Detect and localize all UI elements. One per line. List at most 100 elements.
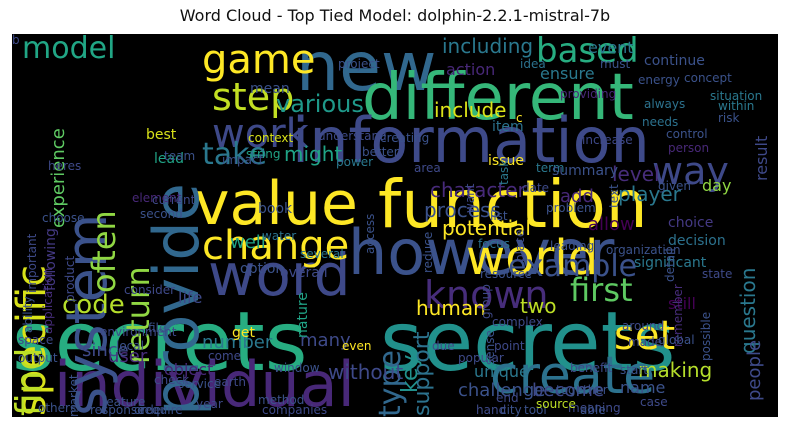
cloud-word-must: must: [600, 57, 631, 71]
cloud-word-significant: significant: [634, 255, 707, 271]
cloud-word-control: control: [666, 127, 708, 141]
cloud-word-action: action: [446, 60, 496, 79]
cloud-word-global: global: [658, 333, 695, 347]
cloud-word-first: first: [570, 271, 633, 309]
cloud-word-date: date: [522, 181, 550, 195]
cloud-word-step: step: [212, 75, 295, 119]
cloud-word-issue: issue: [488, 153, 524, 169]
cloud-word-meaning: meaning: [568, 401, 621, 415]
cloud-word-others: others: [38, 401, 77, 415]
cloud-word-event: event: [588, 38, 634, 57]
cloud-word-service: service: [178, 377, 221, 391]
cloud-word-always: always: [644, 97, 686, 111]
cloud-word-book: book: [258, 201, 293, 217]
cloud-word-risk: risk: [718, 111, 740, 125]
cloud-word-check: check: [154, 373, 190, 387]
cloud-word-without: without: [328, 360, 404, 384]
cloud-word-understand: understand: [318, 129, 387, 143]
cloud-word-power: power: [336, 155, 374, 169]
cloud-word-might: might: [284, 142, 343, 166]
cloud-word-value: value: [194, 169, 358, 239]
cloud-word-increase: increase: [582, 133, 633, 147]
cloud-word-window: window: [274, 361, 320, 375]
cloud-word-lead: lead: [154, 151, 184, 167]
cloud-word-complex: complex: [492, 315, 543, 329]
cloud-word-together: together: [556, 383, 608, 397]
cloud-word-important: important: [25, 233, 39, 293]
cloud-word-access: access: [363, 213, 377, 254]
cloud-word-word: word: [208, 241, 351, 309]
cloud-word-companies: companies: [262, 403, 328, 417]
cloud-word-want: want: [463, 183, 477, 213]
cloud-word-create: create: [490, 346, 656, 406]
cloud-word-situation: situation: [710, 89, 763, 103]
cloud-word-focus: focus: [478, 237, 511, 251]
cloud-word-leading: leading: [550, 239, 595, 253]
cloud-word-b: b: [12, 34, 20, 47]
cloud-word-secrets: secrets: [12, 295, 308, 390]
cloud-word-string: string: [246, 147, 281, 161]
cloud-word-way: way: [652, 149, 729, 193]
cloud-word-set: set: [614, 313, 676, 359]
cloud-word-code: code: [62, 290, 125, 320]
cloud-word-start: start: [620, 363, 648, 377]
cloud-word-work: work: [212, 111, 309, 157]
cloud-word-impact: impact: [222, 153, 264, 167]
cloud-word-due: due: [432, 339, 455, 353]
cloud-word-made: made: [628, 335, 663, 349]
cloud-word-decision: decision: [668, 233, 726, 249]
cloud-word-ability: ability: [21, 296, 35, 333]
cloud-word-context: context: [248, 131, 294, 145]
cloud-word-including: including: [442, 34, 534, 58]
cloud-word-new: new: [296, 34, 437, 107]
cloud-word-become: become: [532, 380, 605, 401]
cloud-word-better: better: [362, 145, 399, 159]
cloud-word-since: since: [82, 340, 129, 361]
cloud-word-task: task: [497, 159, 511, 185]
cloud-word-sense: sense: [483, 330, 497, 365]
cloud-word-place: place: [513, 229, 527, 262]
cloud-word-source: source: [536, 397, 576, 411]
cloud-word-given: given: [658, 179, 692, 193]
chart-title: Word Cloud - Top Tied Model: dolphin-2.2…: [179, 6, 611, 25]
cloud-word-summary: summary: [552, 163, 619, 179]
cloud-word-idea: idea: [520, 57, 546, 71]
cloud-word-consider: consider: [124, 283, 176, 297]
cloud-word-team: team: [164, 149, 196, 163]
cloud-word-often: often: [85, 210, 123, 293]
cloud-word-level: level: [612, 162, 660, 186]
cloud-word-include: include: [434, 98, 507, 122]
cloud-word-popular: popular: [458, 351, 504, 365]
cloud-word-response: response: [90, 403, 145, 417]
cloud-word-water: water: [262, 229, 297, 243]
cloud-word-different: different: [362, 61, 634, 135]
cloud-word-term: term: [536, 161, 565, 175]
cloud-word-heres: heres: [48, 159, 82, 173]
cloud-word-human: human: [416, 296, 486, 320]
cloud-word-game: game: [202, 37, 316, 83]
cloud-word-local: local: [116, 339, 144, 353]
cloud-word-person: person: [668, 141, 710, 155]
cloud-word-unique: unique: [474, 362, 529, 381]
cloud-word-project: project: [338, 57, 380, 71]
cloud-word-add: add: [560, 186, 594, 207]
cloud-word-process: process: [424, 198, 501, 222]
cloud-word-providing: providing: [560, 87, 617, 101]
cloud-word-life: life: [178, 288, 203, 307]
cloud-word-still: still: [668, 294, 696, 313]
cloud-word-c: c: [516, 111, 523, 125]
cloud-word-current: current: [152, 193, 196, 207]
cloud-word-list: list: [490, 209, 508, 223]
cloud-word-take: take: [202, 137, 267, 172]
cloud-word-many: many: [300, 330, 351, 351]
cloud-word-however: however: [348, 216, 615, 289]
cloud-word-point: point: [494, 339, 525, 353]
cloud-word-possible: possible: [699, 311, 713, 361]
cloud-word-feature: feature: [102, 395, 146, 409]
cloud-word-challenge: challenge: [458, 380, 546, 401]
cloud-word-number: number: [202, 332, 273, 353]
cloud-word-based: based: [536, 34, 639, 71]
cloud-word-known: known: [424, 273, 549, 317]
cloud-word-concept: concept: [684, 71, 732, 85]
cloud-word-model: model: [22, 34, 116, 66]
